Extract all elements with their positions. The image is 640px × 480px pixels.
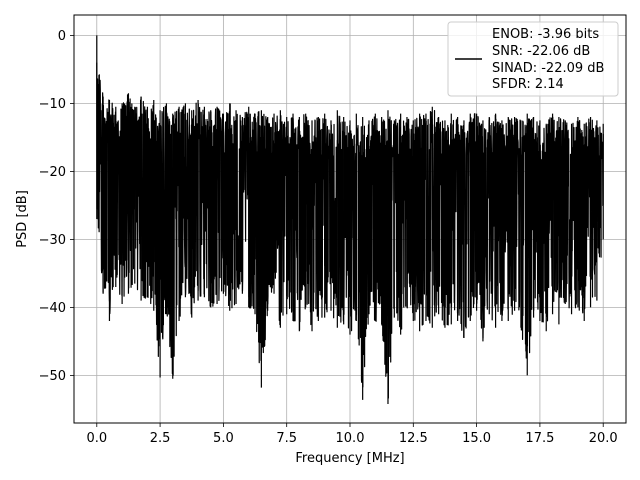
legend: ENOB: -3.96 bits SNR: -22.06 dB SINAD: -… <box>447 21 619 97</box>
series-layer <box>96 35 604 404</box>
legend-snr: SNR: -22.06 dB <box>492 44 590 59</box>
x-tick-label: 17.5 <box>525 431 554 446</box>
y-tick-label: −50 <box>39 369 66 384</box>
y-tick-label: 0 <box>58 29 66 44</box>
x-tick-label: 12.5 <box>399 431 428 446</box>
plot-area <box>96 35 604 404</box>
ticks: 0.0 2.5 5.0 7.5 10.0 12.5 15.0 17.5 20.0 0 −10 −20 −… <box>39 29 618 446</box>
x-tick-label: 5.0 <box>213 431 234 446</box>
y-tick-label: −30 <box>39 233 66 248</box>
legend-enob: ENOB: -3.96 bits <box>492 27 599 42</box>
y-tick-label: −20 <box>39 165 66 180</box>
y-axis-title: PSD [dB] <box>15 190 30 248</box>
x-tick-label: 2.5 <box>150 431 171 446</box>
x-tick-label: 20.0 <box>589 431 618 446</box>
legend-sfdr: SFDR: 2.14 <box>492 77 564 92</box>
x-tick-label: 7.5 <box>276 431 297 446</box>
x-tick-label: 15.0 <box>462 431 491 446</box>
legend-sinad: SINAD: -22.09 dB <box>492 61 604 76</box>
y-tick-label: −10 <box>39 97 66 112</box>
x-tick-label: 0.0 <box>86 431 107 446</box>
x-axis-title: Frequency [MHz] <box>295 451 404 466</box>
y-tick-label: −40 <box>39 301 66 316</box>
x-tick-label: 10.0 <box>336 431 365 446</box>
legend-box <box>447 21 619 97</box>
